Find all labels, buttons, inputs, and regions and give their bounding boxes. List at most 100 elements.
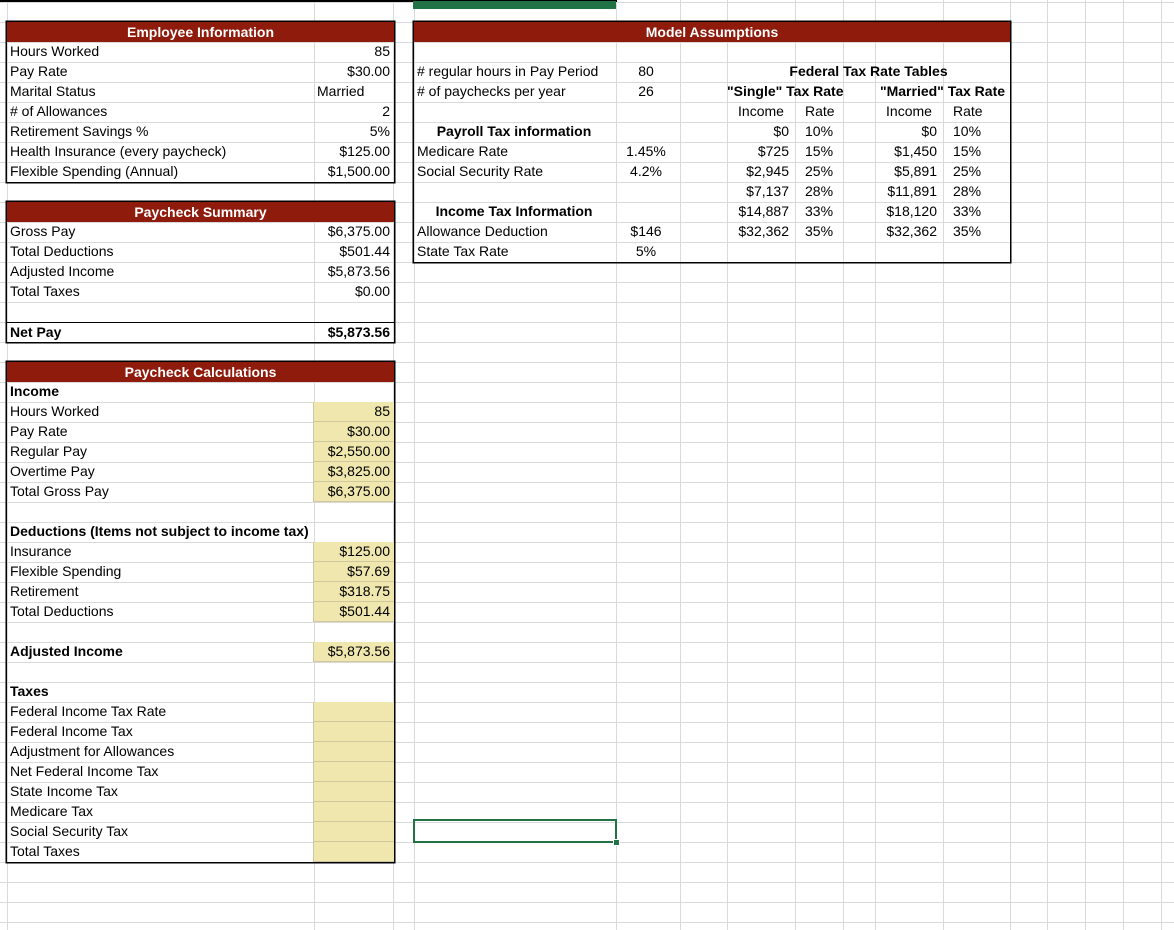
- single-income-cell[interactable]: $725: [757, 143, 789, 159]
- row-value-cell[interactable]: [614, 122, 678, 142]
- married-rate-cell[interactable]: 10%: [953, 123, 982, 139]
- row-input-cell[interactable]: $318.75: [313, 582, 394, 602]
- row-label: Taxes: [10, 683, 49, 699]
- row-value-cell[interactable]: 2: [382, 103, 390, 119]
- row-value-cell[interactable]: $146: [630, 223, 662, 239]
- federal-tax-tables: Federal Tax Rate Tables "Single" Tax Rat…: [727, 62, 1010, 242]
- gridline-h: [0, 222, 1174, 223]
- row-value-cell[interactable]: [614, 42, 678, 62]
- row-input-cell[interactable]: [313, 702, 394, 722]
- net-pay-value-cell[interactable]: $5,873.56: [327, 324, 390, 340]
- single-rate-cell[interactable]: 10%: [805, 123, 834, 139]
- row-input-cell[interactable]: $2,550.00: [313, 442, 394, 462]
- row-value-cell[interactable]: $30.00: [347, 63, 390, 79]
- single-rate-cell[interactable]: 35%: [805, 223, 834, 239]
- row-input-cell[interactable]: [313, 742, 394, 762]
- single-income-cell[interactable]: $7,137: [746, 183, 789, 199]
- row-value-cell[interactable]: 85: [374, 43, 390, 59]
- single-income-cell[interactable]: $0: [773, 123, 789, 139]
- table-row: Federal Income Tax Rate: [7, 702, 394, 722]
- row-label: Overtime Pay: [10, 463, 95, 479]
- single-rate-cell[interactable]: 15%: [805, 143, 834, 159]
- row-input-cell[interactable]: 85: [313, 402, 394, 422]
- married-income-cell[interactable]: $5,891: [894, 163, 937, 179]
- married-rate-cell[interactable]: 15%: [953, 143, 982, 159]
- row-value-cell[interactable]: [614, 102, 678, 122]
- row-value-cell[interactable]: 80: [638, 63, 654, 79]
- row-value-cell[interactable]: 26: [638, 83, 654, 99]
- married-rate-cell[interactable]: 28%: [953, 183, 982, 199]
- single-income-cell[interactable]: $14,887: [738, 203, 789, 219]
- selected-cell-outline[interactable]: [413, 819, 620, 846]
- row-input-cell[interactable]: $5,873.56: [313, 642, 394, 662]
- table-row: Income: [7, 382, 394, 402]
- row-value-cell[interactable]: $501.44: [339, 243, 390, 259]
- row-input-cell[interactable]: [313, 842, 394, 862]
- row-input-cell[interactable]: [313, 522, 394, 542]
- tax-bracket-row: $14,887 33% $18,120 33%: [727, 202, 1010, 222]
- row-input-cell[interactable]: [313, 662, 394, 682]
- row-value-cell[interactable]: $6,375.00: [327, 223, 390, 239]
- married-rate-cell[interactable]: 33%: [953, 203, 982, 219]
- row-label: Payroll Tax information: [436, 123, 592, 139]
- tax-table-gap: [843, 162, 875, 182]
- row-label: Insurance: [10, 543, 72, 559]
- row-input-cell[interactable]: [313, 722, 394, 742]
- single-income-cell[interactable]: $2,945: [746, 163, 789, 179]
- married-income-cell[interactable]: $1,450: [894, 143, 937, 159]
- married-income-cell[interactable]: $11,891: [887, 183, 937, 199]
- gridline-h: [0, 202, 1174, 203]
- gridline-h: [0, 302, 1174, 303]
- single-rate-cell[interactable]: 28%: [805, 183, 834, 199]
- row-input-cell[interactable]: $57.69: [313, 562, 394, 582]
- row-input-cell[interactable]: [313, 762, 394, 782]
- single-rate-cell[interactable]: 33%: [805, 203, 834, 219]
- row-input-cell[interactable]: [313, 382, 394, 402]
- row-value-cell[interactable]: 5%: [369, 123, 390, 139]
- married-rate-cell[interactable]: 25%: [953, 163, 982, 179]
- row-input-cell[interactable]: [313, 682, 394, 702]
- married-income-cell[interactable]: $32,362: [886, 223, 937, 239]
- selection-fill-handle[interactable]: [613, 839, 620, 846]
- gridline-h: [0, 602, 1174, 603]
- row-input-cell[interactable]: [313, 502, 394, 522]
- employee-information-section: Employee Information Hours Worked 85 Pay…: [7, 22, 394, 182]
- row-value-cell[interactable]: [614, 202, 678, 222]
- paycheck-calculations-rows: Income Hours Worked 85 Pay Rate $30.00 R…: [7, 382, 394, 862]
- married-income-cell[interactable]: $18,120: [886, 203, 937, 219]
- row-value-cell[interactable]: Married: [317, 83, 365, 99]
- paycheck-summary-section: Paycheck Summary Gross Pay $6,375.00 Tot…: [7, 202, 394, 342]
- row-input-cell[interactable]: [313, 802, 394, 822]
- row-value-cell[interactable]: $0.00: [354, 283, 390, 299]
- row-input-cell[interactable]: $501.44: [313, 602, 394, 622]
- row-value-cell[interactable]: $1,500.00: [327, 163, 390, 179]
- row-value-cell[interactable]: 4.2%: [630, 163, 662, 179]
- row-input-cell[interactable]: $30.00: [313, 422, 394, 442]
- row-input-cell[interactable]: [313, 822, 394, 842]
- table-row: Flexible Spending $57.69: [7, 562, 394, 582]
- row-value-cell[interactable]: [614, 182, 678, 202]
- row-value-cell[interactable]: $5,873.56: [327, 263, 390, 279]
- employee-information-rows: Hours Worked 85 Pay Rate $30.00 Marital …: [7, 42, 394, 182]
- single-income-cell[interactable]: $32,362: [738, 223, 789, 239]
- row-value-cell[interactable]: 5%: [635, 243, 657, 259]
- row-value-cell[interactable]: $125.00: [339, 143, 390, 159]
- row-input-cell[interactable]: [313, 622, 394, 642]
- row-input-cell[interactable]: $6,375.00: [313, 482, 394, 502]
- row-label: State Income Tax: [10, 783, 118, 799]
- gridline-h: [0, 902, 1174, 903]
- row-label: Federal Income Tax Rate: [10, 703, 167, 719]
- row-label: Total Deductions: [10, 603, 114, 619]
- row-value-cell[interactable]: [313, 302, 394, 322]
- single-rate-cell[interactable]: 25%: [805, 163, 834, 179]
- gridline-v: [875, 0, 876, 930]
- row-input-cell[interactable]: $3,825.00: [313, 462, 394, 482]
- gridline-h: [0, 922, 1174, 923]
- active-cell-cut-top[interactable]: [413, 1, 616, 9]
- row-input-cell[interactable]: $125.00: [313, 542, 394, 562]
- married-rate-cell[interactable]: 35%: [953, 223, 982, 239]
- married-income-cell[interactable]: $0: [921, 123, 937, 139]
- gridline-h: [0, 142, 1174, 143]
- row-input-cell[interactable]: [313, 782, 394, 802]
- row-value-cell[interactable]: 1.45%: [626, 143, 666, 159]
